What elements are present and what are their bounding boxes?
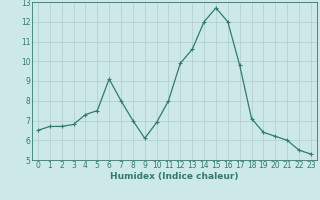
X-axis label: Humidex (Indice chaleur): Humidex (Indice chaleur) (110, 172, 239, 181)
